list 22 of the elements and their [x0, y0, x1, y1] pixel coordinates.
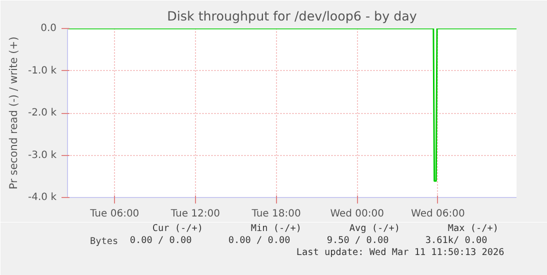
text: 9.50 / 0.00: [326, 235, 390, 246]
y-axis-title: Pr second read (-) / write (+): [7, 36, 20, 190]
chart-title: Disk throughput for /dev/loop6 - by day: [167, 8, 418, 24]
text: Avg (-/+): [349, 223, 400, 234]
x-tick-label: Tue 12:00: [170, 208, 220, 220]
text: 3.61k/ 0.00: [425, 235, 488, 246]
y-tick-label: -1.0 k: [28, 65, 57, 76]
x-tick-label: Tue 18:00: [250, 208, 301, 220]
y-tick-label: -2.0 k: [28, 108, 57, 118]
text: Bytes: [90, 236, 118, 247]
text: 0.00 / 0.00: [130, 235, 192, 246]
x-tick-label: Wed 06:00: [411, 208, 465, 220]
y-tick-label: -3.0 k: [28, 150, 57, 161]
text: Last update: Wed Mar 11 11:50:13 2026: [296, 247, 505, 258]
y-tick-label: -4.0 k: [28, 192, 57, 203]
y-tick-label: 0.0: [40, 23, 57, 34]
text: 0.00 / 0.00: [228, 235, 291, 246]
x-tick-label: Wed 00:00: [330, 208, 384, 220]
text: Max (-/+): [448, 223, 498, 234]
text: Cur (-/+): [152, 223, 203, 234]
x-tick-label: Tue 06:00: [89, 208, 140, 220]
text: Min (-/+): [250, 223, 302, 234]
